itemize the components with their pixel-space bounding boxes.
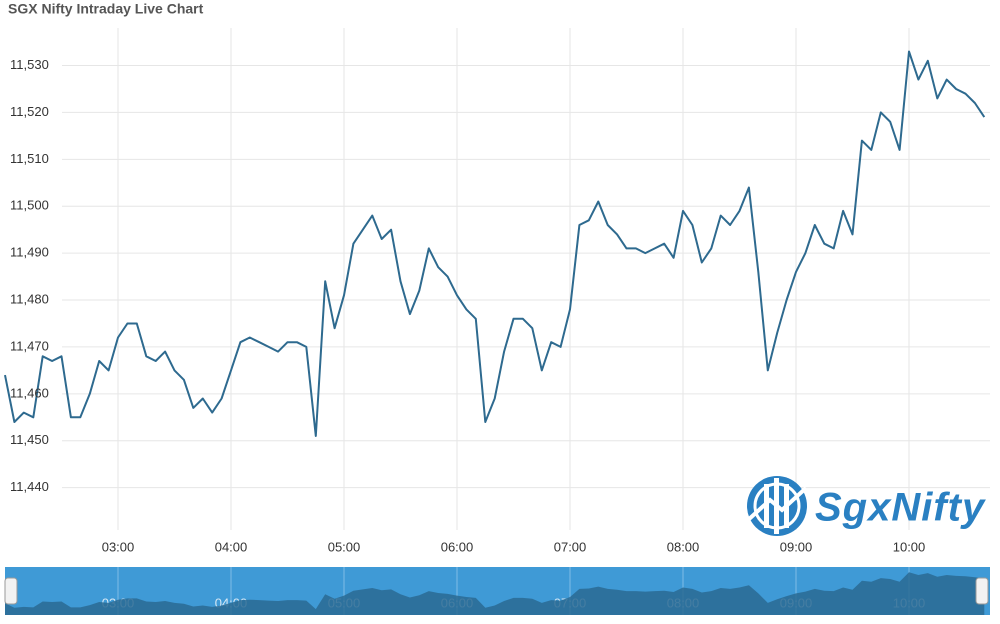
x-tick-label: 04:00 xyxy=(215,539,248,554)
y-tick-label: 11,510 xyxy=(10,151,49,166)
navigator-handle[interactable] xyxy=(975,577,989,605)
x-tick-label: 05:00 xyxy=(328,539,361,554)
x-tick-label: 03:00 xyxy=(102,539,135,554)
y-tick-label: 11,470 xyxy=(10,338,49,353)
x-tick-label: 09:00 xyxy=(780,539,813,554)
y-tick-label: 11,520 xyxy=(10,104,49,119)
y-tick-label: 11,450 xyxy=(10,432,49,447)
y-tick-label: 11,490 xyxy=(10,245,49,260)
x-tick-label: 06:00 xyxy=(441,539,474,554)
y-tick-label: 11,480 xyxy=(10,291,49,306)
logo-text: SgxNifty xyxy=(815,486,986,530)
x-tick-label: 07:00 xyxy=(554,539,587,554)
line xyxy=(4,50,986,437)
chart-title: SGX Nifty Intraday Live Chart xyxy=(8,1,204,17)
y-tick-label: 11,500 xyxy=(10,198,49,213)
navigator-area xyxy=(5,572,985,615)
navigator-handle[interactable] xyxy=(4,577,18,605)
logo xyxy=(746,476,808,536)
y-tick-label: 11,530 xyxy=(10,57,49,72)
x-tick-label: 08:00 xyxy=(667,539,700,554)
y-tick-label: 11,460 xyxy=(10,385,49,400)
x-tick-label: 10:00 xyxy=(893,539,926,554)
y-tick-label: 11,440 xyxy=(10,479,49,494)
